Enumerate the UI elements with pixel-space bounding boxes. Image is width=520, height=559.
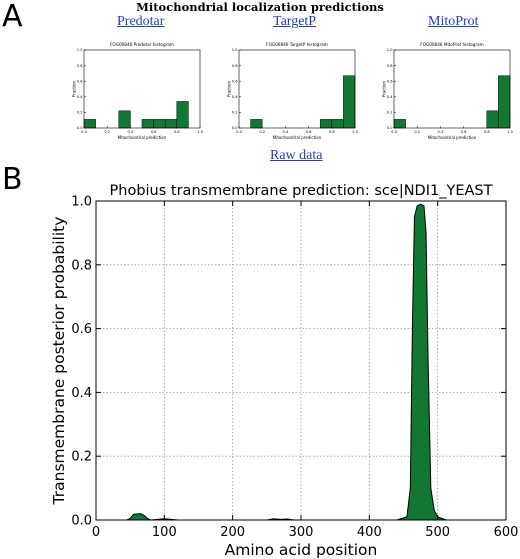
histogram-y-tick-label: 1.0 bbox=[232, 48, 238, 52]
histogram-bar bbox=[153, 119, 166, 129]
histogram-bar bbox=[176, 101, 189, 129]
histogram-x-axis-label: Mitochondrial prediction bbox=[428, 135, 477, 140]
phobius-x-tick-label: 200 bbox=[220, 525, 245, 540]
histogram-x-tick-label: 0.8 bbox=[174, 130, 180, 134]
histogram-x-tick-label: 0.4 bbox=[438, 130, 444, 134]
histogram-frame bbox=[238, 49, 356, 129]
phobius-y-tick-label: 1.0 bbox=[71, 195, 92, 210]
histogram-y-axis-label: Fraction bbox=[382, 81, 387, 97]
histogram-y-axis-label: Fraction bbox=[72, 81, 77, 97]
phobius-y-axis-label: Transmembrane posterior probability bbox=[50, 217, 68, 506]
histogram-bar bbox=[164, 119, 178, 129]
panel-label-b: B bbox=[2, 162, 23, 197]
histogram-y-tick-label: 0.4 bbox=[77, 95, 83, 99]
mitoprot-link[interactable]: MitoProt bbox=[428, 14, 479, 29]
histogram-title: FOG00846 MitoProt histogram bbox=[420, 42, 483, 47]
histogram-bar bbox=[319, 119, 333, 129]
histogram-y-tick-label: 0.6 bbox=[387, 79, 393, 83]
histogram-x-tick-label: 1.0 bbox=[197, 130, 203, 134]
histogram-x-tick-label: 0.6 bbox=[151, 130, 157, 134]
histogram-x-axis-label: Mitochondrial prediction bbox=[273, 135, 322, 140]
histogram-y-tick-label: 0.6 bbox=[77, 79, 83, 83]
phobius-area-series bbox=[96, 203, 447, 521]
phobius-title: Phobius transmembrane prediction: sce|ND… bbox=[110, 183, 493, 199]
histogram-bar bbox=[498, 75, 511, 129]
histogram-x-tick-label: 0.6 bbox=[461, 130, 467, 134]
panel-a-title: Mitochondrial localization predictions bbox=[136, 0, 384, 14]
histogram-y-tick-label: 0.2 bbox=[232, 111, 238, 115]
raw-data-link[interactable]: Raw data bbox=[270, 148, 323, 163]
histogram-x-tick-label: 0.0 bbox=[391, 130, 397, 134]
histogram-y-axis-label: Fraction bbox=[227, 81, 232, 97]
phobius-chart: Phobius transmembrane prediction: sce|ND… bbox=[50, 183, 519, 559]
histogram-x-tick-label: 0.2 bbox=[259, 130, 265, 134]
histogram-x-tick-label: 1.0 bbox=[507, 130, 513, 134]
targetp-histogram: FOG00846 TargetP histogram 0.0 0.2 0.4 0.6 0.… bbox=[227, 42, 359, 140]
histogram-x-axis-label: Mitochondrial prediction bbox=[118, 135, 167, 140]
phobius-x-tick-label: 500 bbox=[425, 525, 450, 540]
histogram-title: FOG00846 Predotar histogram bbox=[110, 42, 174, 47]
phobius-x-axis-label: Amino acid position bbox=[225, 541, 378, 559]
histogram-y-tick-label: 0.4 bbox=[387, 95, 393, 99]
histogram-frame bbox=[393, 49, 511, 129]
histogram-bar bbox=[141, 119, 154, 129]
predotar-histogram: FOG00846 Predotar histogram 0.0 0.2 0.4 0.6 0… bbox=[72, 42, 204, 140]
histogram-y-tick-label: 1.0 bbox=[387, 48, 393, 52]
histogram-y-tick-label: 0.6 bbox=[232, 79, 238, 83]
histogram-x-tick-label: 0.8 bbox=[329, 130, 335, 134]
histogram-bar bbox=[343, 75, 356, 129]
phobius-y-tick-label: 0.2 bbox=[71, 450, 92, 465]
histogram-y-tick-label: 0.8 bbox=[232, 64, 238, 68]
histogram-bar bbox=[393, 119, 406, 129]
phobius-x-tick-label: 400 bbox=[357, 525, 382, 540]
phobius-x-tick-label: 0 bbox=[92, 525, 100, 540]
histogram-x-tick-label: 0.0 bbox=[236, 130, 242, 134]
histogram-frame bbox=[83, 49, 201, 129]
phobius-y-tick-label: 0.4 bbox=[71, 386, 92, 401]
histogram-y-tick-label: 0.2 bbox=[77, 111, 83, 115]
phobius-y-tick-label: 0.0 bbox=[71, 514, 92, 529]
histogram-y-tick-label: 0.0 bbox=[232, 126, 238, 130]
histogram-x-tick-label: 0.0 bbox=[81, 130, 87, 134]
histogram-bar bbox=[83, 119, 96, 129]
histogram-y-tick-label: 0.0 bbox=[77, 126, 83, 130]
phobius-plot-frame bbox=[95, 200, 507, 521]
histogram-x-tick-label: 0.4 bbox=[128, 130, 134, 134]
histogram-x-tick-label: 0.8 bbox=[484, 130, 490, 134]
phobius-x-tick-label: 300 bbox=[289, 525, 314, 540]
histogram-bar bbox=[250, 119, 263, 129]
phobius-y-tick-label: 0.6 bbox=[71, 322, 92, 337]
histogram-y-tick-label: 0.2 bbox=[387, 111, 393, 115]
targetp-link[interactable]: TargetP bbox=[273, 14, 317, 29]
histogram-y-tick-label: 0.8 bbox=[77, 64, 83, 68]
histogram-bar bbox=[331, 119, 344, 129]
histogram-bar bbox=[486, 110, 499, 129]
histogram-x-tick-label: 0.6 bbox=[306, 130, 312, 134]
histogram-bar bbox=[118, 110, 131, 129]
histogram-x-tick-label: 0.2 bbox=[104, 130, 110, 134]
histogram-x-tick-label: 0.2 bbox=[414, 130, 420, 134]
phobius-y-tick-label: 0.8 bbox=[71, 258, 92, 273]
phobius-x-tick-label: 100 bbox=[152, 525, 177, 540]
histogram-x-tick-label: 0.4 bbox=[283, 130, 289, 134]
histogram-y-tick-label: 1.0 bbox=[77, 48, 83, 52]
predotar-link[interactable]: Predotar bbox=[117, 14, 165, 29]
histogram-y-tick-label: 0.8 bbox=[387, 64, 393, 68]
histogram-x-tick-label: 1.0 bbox=[352, 130, 358, 134]
panel-label-a: A bbox=[2, 0, 23, 34]
mitoprot-histogram: FOG00846 MitoProt histogram 0.0 0.2 0.4 0.6 0… bbox=[382, 42, 514, 140]
phobius-x-tick-label: 600 bbox=[494, 525, 519, 540]
histogram-y-tick-label: 0.0 bbox=[387, 126, 393, 130]
histogram-y-tick-label: 0.4 bbox=[232, 95, 238, 99]
histogram-title: FOG00846 TargetP histogram bbox=[266, 42, 328, 47]
